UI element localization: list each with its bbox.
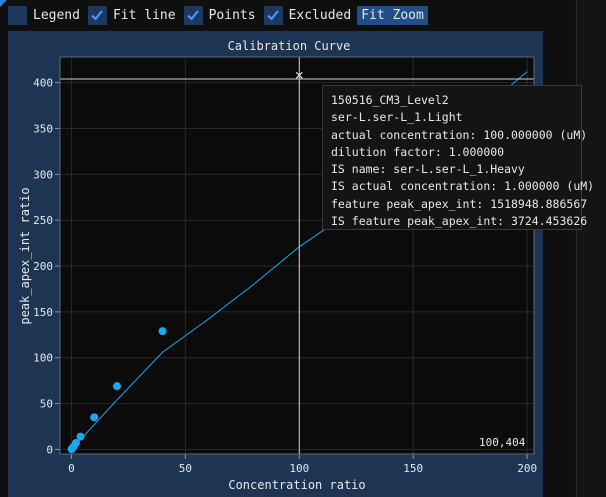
data-point[interactable] <box>158 327 167 336</box>
checkmark-icon <box>91 10 104 21</box>
y-tick-label: 350 <box>33 123 53 136</box>
y-tick-label: 400 <box>33 77 53 90</box>
checkmark-icon <box>187 10 199 21</box>
tooltip-is-name: IS name: ser-L.ser-L_1.Heavy <box>331 162 525 177</box>
y-tick-label: 300 <box>33 168 53 181</box>
tooltip-is-feature-intensity: IS feature peak_apex_int: 3724.453626 <box>331 214 588 229</box>
cursor-coordinate-readout: 100,404 <box>479 436 526 449</box>
legend-checkbox[interactable] <box>8 5 27 25</box>
y-tick-label: 150 <box>33 306 53 319</box>
x-tick-label: 50 <box>179 462 192 475</box>
x-tick-label: 0 <box>68 462 75 475</box>
panel-divider[interactable] <box>576 0 577 497</box>
data-point[interactable] <box>71 438 80 447</box>
y-tick-label: 200 <box>33 260 53 273</box>
data-point[interactable] <box>112 382 121 391</box>
x-tick-label: 200 <box>517 462 537 475</box>
axis-ticks: 0 50 100 150 200 0 50 100 150 200 250 300 350 400 <box>33 77 537 475</box>
x-tick-label: 150 <box>403 462 423 475</box>
fit-line-checkbox[interactable] <box>87 5 107 25</box>
data-points <box>67 71 303 454</box>
fit-zoom-button[interactable]: Fit Zoom <box>357 5 428 25</box>
fit-line-toggle[interactable]: Fit line <box>87 5 176 25</box>
chart-title: Calibration Curve <box>228 39 351 53</box>
tooltip-feature-intensity: feature peak_apex_int: 1518948.886567 <box>331 196 588 211</box>
tooltip-dilution-factor: dilution factor: 1.000000 <box>331 144 505 159</box>
excluded-toggle[interactable]: Excluded <box>263 5 352 25</box>
fit-line-label: Fit line <box>112 7 176 23</box>
y-tick-label: 0 <box>46 443 53 456</box>
tooltip-is-concentration: IS actual concentration: 1.000000 (uM) <box>331 179 595 194</box>
window-corner-marker <box>0 0 7 7</box>
y-axis-label: peak_apex_int ratio <box>18 187 32 324</box>
y-tick-label: 250 <box>33 214 53 227</box>
data-point[interactable] <box>90 413 99 422</box>
tooltip-actual-concentration: actual concentration: 100.000000 (uM) <box>331 127 588 142</box>
plot-frame <box>59 56 535 455</box>
x-tick-label: 100 <box>289 462 309 475</box>
x-axis-label: Concentration ratio <box>228 478 365 492</box>
plot-toolbar: Legend Fit line Points Excluded Fit Zoom <box>0 0 606 30</box>
excluded-checkbox[interactable] <box>263 5 283 25</box>
point-tooltip: 150516_CM3_Level2 ser-L.ser-L_1.Light ac… <box>322 85 595 230</box>
excluded-label: Excluded <box>288 7 352 23</box>
points-toggle[interactable]: Points <box>183 5 256 25</box>
y-tick-label: 100 <box>33 352 53 365</box>
checkmark-icon <box>267 10 279 21</box>
tooltip-sample-name: 150516_CM3_Level2 <box>331 93 449 107</box>
data-point[interactable] <box>76 432 85 441</box>
legend-label: Legend <box>33 7 80 23</box>
legend-toggle[interactable]: Legend <box>8 5 80 25</box>
y-tick-label: 50 <box>40 398 53 411</box>
tooltip-component-name: ser-L.ser-L_1.Light <box>331 110 463 125</box>
points-checkbox[interactable] <box>183 5 203 25</box>
side-panel <box>575 0 606 497</box>
crosshair <box>60 57 534 454</box>
points-label: Points <box>208 7 256 23</box>
